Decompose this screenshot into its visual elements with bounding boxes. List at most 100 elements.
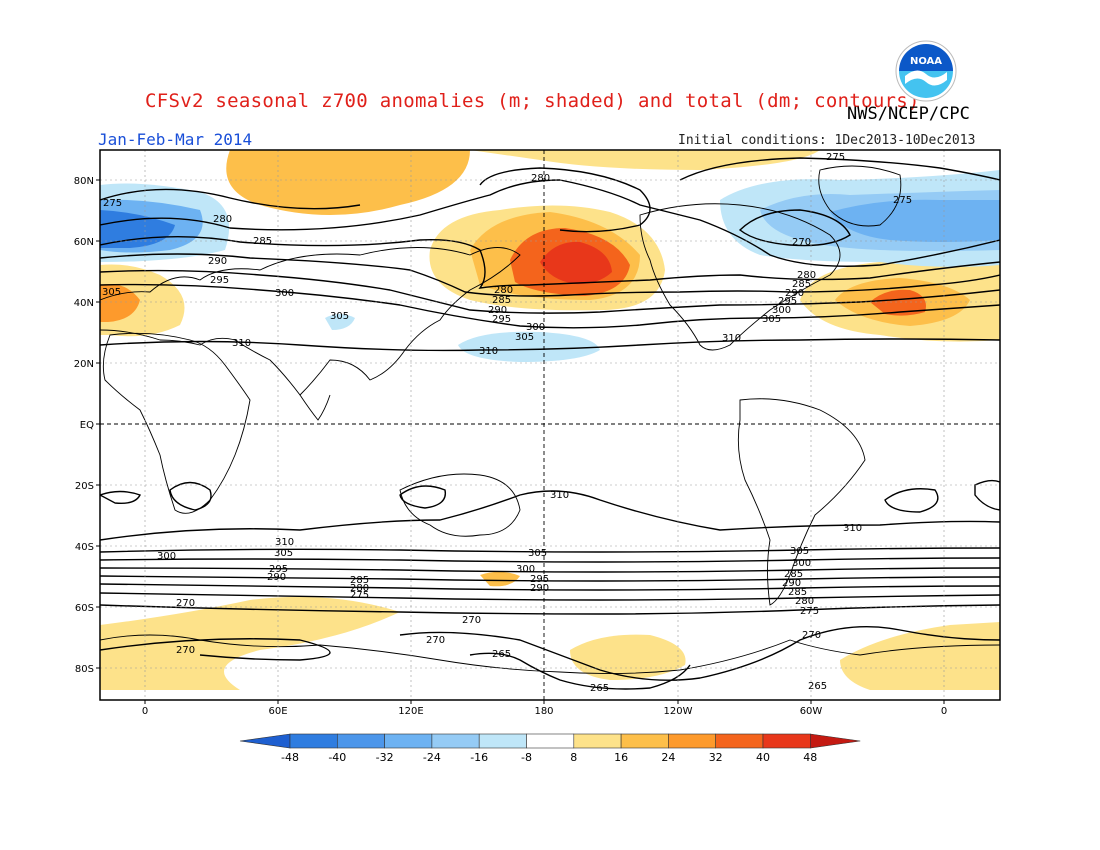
anomaly-arctic-positive <box>226 150 470 215</box>
contour-label: 290 <box>488 305 507 316</box>
contour-label: 310 <box>550 490 569 501</box>
colorbar-bin <box>526 733 575 749</box>
contour-label: 285 <box>788 587 807 598</box>
contour-label: 295 <box>210 275 229 286</box>
contour-south-310 <box>100 490 1000 541</box>
contour-label: 275 <box>893 195 912 206</box>
contour-label: 265 <box>808 681 827 692</box>
contour-label: 265 <box>492 649 511 660</box>
contour-label: 305 <box>102 287 121 298</box>
coast-india <box>299 394 331 421</box>
contour-label: 305 <box>790 546 809 557</box>
colorbar-bin <box>431 733 480 749</box>
anomaly-southern-ocean-positive <box>100 596 400 690</box>
contour-275-top <box>679 157 1000 181</box>
latitude-ticks <box>96 179 100 669</box>
contour-label: 305 <box>515 332 534 343</box>
contour-label: 300 <box>516 564 535 575</box>
contour-label: 310 <box>722 333 741 344</box>
contour-closed-australia <box>399 485 447 509</box>
contour-label: 300 <box>772 305 791 316</box>
logo-text: NOAA <box>910 56 942 67</box>
colorbar-label: 40 <box>756 751 770 764</box>
colorbar-bin <box>762 733 811 749</box>
contour-265-ring <box>469 652 691 690</box>
contour-label: 310 <box>232 338 251 349</box>
coastlines <box>100 165 1000 675</box>
colorbar-bin <box>715 733 764 749</box>
contour-label: 275 <box>103 198 122 209</box>
contour-label: 310 <box>479 346 498 357</box>
contour-label: 285 <box>492 295 511 306</box>
initial-conditions-label: Initial conditions: 1Dec2013-10Dec2013 <box>678 133 976 148</box>
lon-label: 120W <box>664 706 693 717</box>
contour-label: 310 <box>275 537 294 548</box>
colorbar-bin <box>478 733 527 749</box>
contour-270-canada <box>738 209 851 247</box>
contour-label: 290 <box>267 572 286 583</box>
colorbar-label: 8 <box>570 751 577 764</box>
contour-label: 300 <box>275 288 294 299</box>
contour-label: 285 <box>253 236 272 247</box>
latitude-axis: 80N 60N 40N 20N EQ 20S 40S 60S 80S <box>74 176 94 675</box>
lat-label: 60N <box>74 237 94 248</box>
contour-label: 270 <box>176 598 195 609</box>
contour-label: 275 <box>800 606 819 617</box>
contour-label: 295 <box>492 314 511 325</box>
period-label: Jan-Feb-Mar 2014 <box>98 130 253 149</box>
coast-north-america <box>639 203 841 351</box>
lat-label: 20N <box>74 359 94 370</box>
contour-label: 300 <box>792 558 811 569</box>
contour-label: 285 <box>350 575 369 586</box>
contour-closed-africa <box>169 481 212 511</box>
contour-label: 280 <box>797 270 816 281</box>
contour-label: 275 <box>826 152 845 163</box>
colorbar-label: -40 <box>328 751 346 764</box>
lat-label: 80S <box>75 664 94 675</box>
lon-label: 0 <box>142 706 148 717</box>
anomaly-nw-pacific-positive <box>470 150 820 170</box>
coast-europe-asia <box>100 247 521 396</box>
longitude-axis: 0 60E 120E 180 120W 60W 0 <box>142 706 947 717</box>
colorbar-label: 24 <box>661 751 675 764</box>
contour-label: 280 <box>350 583 369 594</box>
height-contours <box>100 157 1000 690</box>
lat-label: 40N <box>74 298 94 309</box>
lat-label: 80N <box>74 176 94 187</box>
lon-label: 60W <box>800 706 823 717</box>
contour-label: 270 <box>426 635 445 646</box>
colorbar-arrow-right <box>809 733 861 749</box>
colorbar-bin <box>668 733 717 749</box>
contour-label: 280 <box>494 285 513 296</box>
lat-label: EQ <box>80 420 94 431</box>
contour-label: 270 <box>176 645 195 656</box>
contour-280-arctic <box>479 167 651 233</box>
contour-label: 270 <box>802 630 821 641</box>
lon-label: 180 <box>534 706 553 717</box>
contour-label: 280 <box>213 214 232 225</box>
contour-label: 305 <box>274 548 293 559</box>
contour-label: 270 <box>462 615 481 626</box>
colorbar-label: -48 <box>281 751 299 764</box>
longitude-ticks <box>144 700 945 704</box>
lon-label: 120E <box>398 706 423 717</box>
colorbar-label: 16 <box>614 751 628 764</box>
lat-label: 60S <box>75 603 94 614</box>
colorbar-bin <box>289 733 338 749</box>
graticule <box>100 150 1000 700</box>
contour-label: 280 <box>531 173 550 184</box>
contour-label: 305 <box>330 311 349 322</box>
contour-label: 295 <box>269 564 288 575</box>
lon-label: 60E <box>268 706 287 717</box>
colorbar-bin <box>336 733 385 749</box>
coast-australia <box>399 473 521 537</box>
colorbar-label: -8 <box>521 751 532 764</box>
contour-label: 285 <box>784 569 803 580</box>
colorbar-label: -24 <box>423 751 441 764</box>
contour-label: 290 <box>530 583 549 594</box>
contour-label: 300 <box>157 551 176 562</box>
colorbar-label: 48 <box>803 751 817 764</box>
contour-label: 285 <box>792 279 811 290</box>
map-frame <box>99 149 1001 701</box>
